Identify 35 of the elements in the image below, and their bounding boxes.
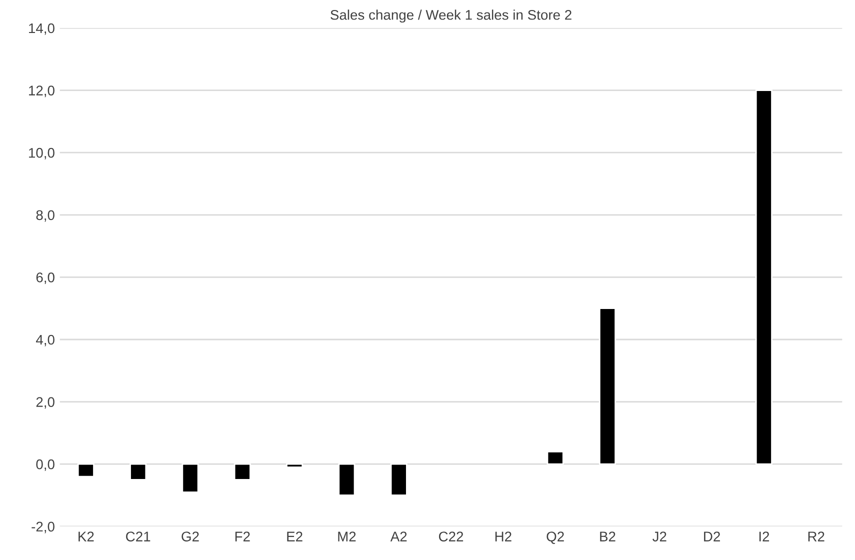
y-tick-label: 0,0 [36, 459, 54, 471]
bar [182, 463, 199, 493]
bar [286, 463, 304, 468]
y-tick-label: 10,0 [29, 148, 54, 160]
x-tick-label: E2 [287, 532, 302, 542]
y-tick-label: 4,0 [36, 334, 54, 346]
x-tick-label: C22 [438, 532, 464, 542]
bar [77, 463, 94, 478]
bar [598, 308, 616, 465]
x-tick-label: I2 [759, 532, 770, 542]
x-tick-label: J2 [652, 532, 666, 542]
x-tick-label: B2 [600, 532, 616, 542]
bar [390, 463, 408, 496]
bar [755, 90, 772, 465]
x-tick-label: R2 [808, 532, 824, 542]
y-tick-label: 6,0 [36, 272, 54, 284]
y-tick-label: -2,0 [32, 522, 54, 534]
x-tick-label: F2 [235, 532, 250, 542]
x-tick-label: M2 [338, 532, 356, 542]
y-tick-label: 14,0 [29, 23, 54, 35]
x-tick-label: G2 [182, 532, 199, 542]
y-tick-label: 8,0 [36, 210, 54, 222]
x-tick-label: Q2 [546, 532, 564, 544]
bar [130, 463, 147, 480]
x-tick-label: H2 [495, 532, 512, 542]
y-tick-label: 2,0 [36, 397, 54, 409]
x-tick-label: A2 [390, 532, 407, 542]
y-tick-label: 12,0 [29, 86, 54, 98]
bar [234, 463, 251, 480]
bar [546, 450, 564, 465]
x-tick-label: C21 [126, 532, 150, 542]
x-tick-label: D2 [704, 532, 720, 542]
x-tick-label: K2 [78, 532, 94, 542]
bar [338, 463, 356, 496]
chart-title: Sales change / Week 1 sales in Store 2 [330, 10, 572, 23]
